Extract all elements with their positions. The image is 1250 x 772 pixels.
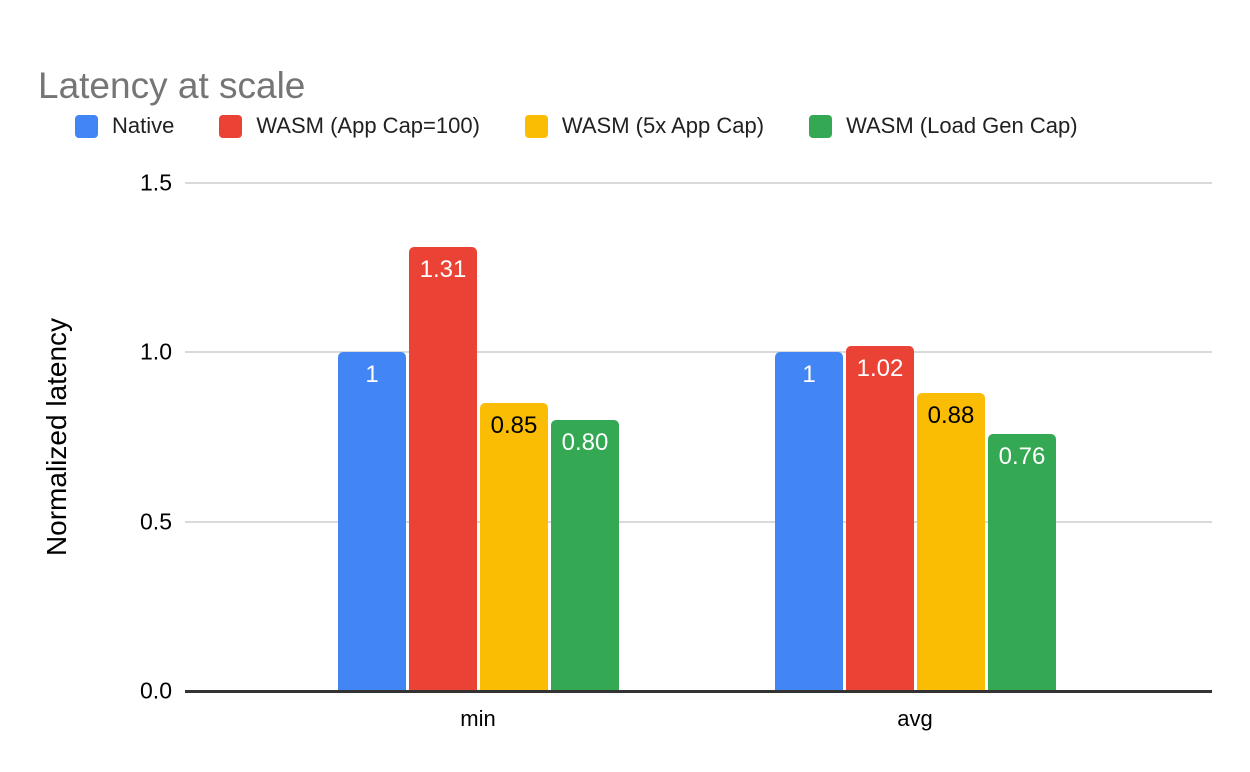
bar-wasm-5x-app-cap-min: 0.85 — [480, 403, 548, 691]
y-tick-label-0.0: 0.0 — [140, 677, 172, 704]
bar-value-label: 1 — [802, 361, 816, 388]
x-category-label-min: min — [460, 706, 496, 731]
bar-value-label: 0.80 — [561, 429, 609, 456]
legend-swatch-icon — [809, 114, 833, 138]
bar-value-label: 1.02 — [856, 355, 904, 382]
bar-wasm-app-cap-100-min: 1.31 — [409, 247, 477, 691]
y-axis-title: Normalized latency — [41, 317, 72, 557]
y-tick-label-1.5: 1.5 — [140, 169, 172, 196]
legend-label: Native — [112, 113, 175, 138]
legend-item-wasm-load-gen-cap: WASM (Load Gen Cap) — [809, 113, 1078, 139]
legend-item-wasm-app-cap-100: WASM (App Cap=100) — [219, 113, 480, 139]
bar-value-label: 0.85 — [490, 412, 538, 439]
chart-title: Latency at scale — [38, 64, 306, 106]
legend-item-wasm-5x-app-cap: WASM (5x App Cap) — [524, 113, 765, 139]
y-tick-label-0.5: 0.5 — [140, 508, 172, 535]
gridline-1.0 — [185, 351, 1212, 354]
bar-value-label: 1.31 — [419, 256, 467, 283]
legend-item-native: Native — [75, 113, 174, 139]
x-category-label-avg: avg — [897, 706, 933, 731]
legend-label: WASM (Load Gen Cap) — [846, 113, 1078, 138]
legend-swatch-icon — [524, 114, 548, 138]
x-axis-line — [185, 690, 1212, 693]
legend-label: WASM (App Cap=100) — [256, 113, 480, 138]
bar-wasm-app-cap-100-avg: 1.02 — [846, 346, 914, 691]
gridline-1.5 — [185, 182, 1212, 184]
bar-value-label: 0.76 — [998, 443, 1046, 470]
bar-value-label: 1 — [365, 361, 379, 388]
bar-native-min: 1 — [338, 352, 406, 691]
legend: Native WASM (App Cap=100) WASM (5x App Cap… — [75, 113, 1078, 139]
bar-wasm-5x-app-cap-avg: 0.88 — [917, 393, 985, 691]
bar-value-label: 0.88 — [927, 402, 975, 429]
bar-native-avg: 1 — [775, 352, 843, 691]
bar-wasm-load-gen-cap-min: 0.80 — [551, 420, 619, 691]
y-tick-label-1.0: 1.0 — [140, 338, 172, 365]
legend-swatch-icon — [219, 114, 243, 138]
legend-swatch-icon — [75, 114, 98, 138]
gridline-0.5 — [185, 520, 1212, 523]
bar-wasm-load-gen-cap-avg: 0.76 — [988, 434, 1056, 691]
legend-label: WASM (5x App Cap) — [561, 113, 765, 138]
